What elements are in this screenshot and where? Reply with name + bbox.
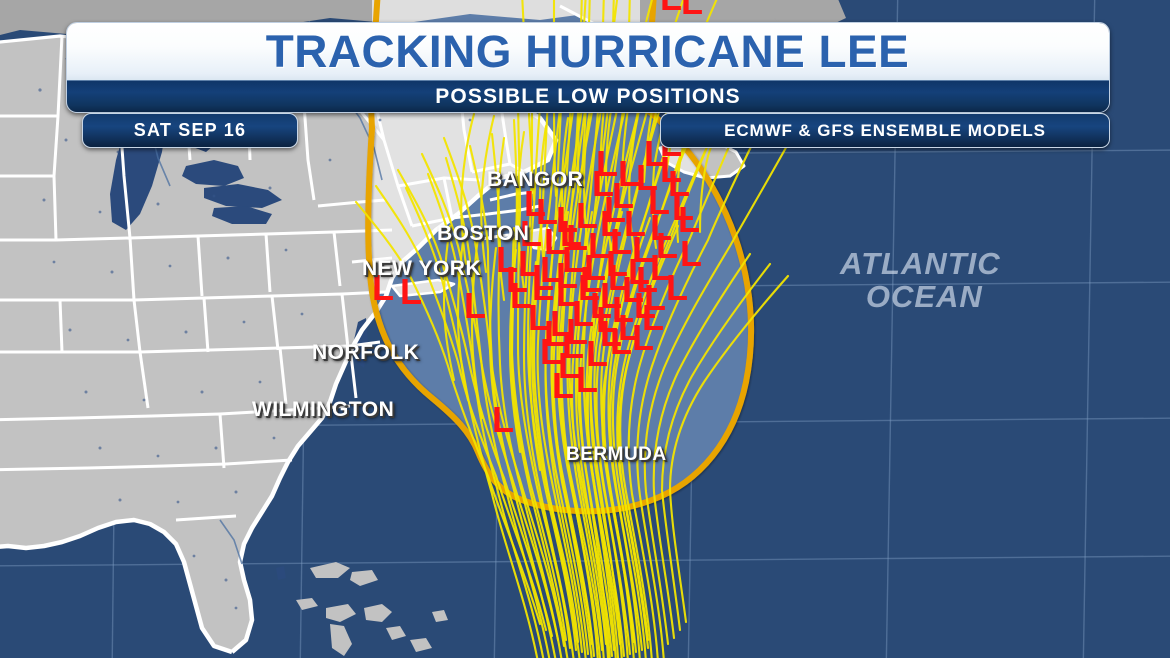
subtitle-band: POSSIBLE LOW POSITIONS xyxy=(67,80,1109,112)
low-marker: L xyxy=(578,267,600,308)
low-marker: L xyxy=(556,199,578,240)
low-marker: L xyxy=(632,229,654,270)
low-marker: L xyxy=(632,317,654,358)
low-marker: L xyxy=(642,297,664,338)
low-marker: L xyxy=(622,269,644,310)
low-marker: L xyxy=(592,163,614,204)
city-label-norfolk: NORFOLK xyxy=(312,341,420,364)
low-marker: L xyxy=(400,271,422,312)
low-marker: L xyxy=(556,255,578,296)
low-marker: L xyxy=(636,259,658,300)
low-marker: L xyxy=(518,243,540,284)
low-marker: L xyxy=(648,181,670,222)
low-marker: L xyxy=(528,297,550,338)
low-marker: L xyxy=(510,275,532,316)
low-marker: L xyxy=(634,285,656,326)
low-marker: L xyxy=(576,195,598,236)
low-marker: L xyxy=(562,239,584,280)
low-marker: L xyxy=(550,303,572,344)
low-marker: L xyxy=(624,203,646,244)
low-marker: L xyxy=(560,213,582,254)
title-panel: TRACKING HURRICANE LEE POSSIBLE LOW POSI… xyxy=(66,22,1110,113)
low-marker: L xyxy=(604,189,626,230)
low-marker: L xyxy=(628,251,650,292)
low-marker: L xyxy=(520,213,542,254)
low-marker: L xyxy=(562,325,584,366)
city-label-boston: BOSTON xyxy=(437,222,530,245)
low-marker-group: L L L L L L L L L L L L L L L L L L L L … xyxy=(372,0,703,440)
low-marker: L xyxy=(584,247,606,288)
low-marker: L xyxy=(656,225,678,266)
city-label-bermuda: BERMUDA xyxy=(566,444,667,465)
low-marker: L xyxy=(544,313,566,354)
low-marker: L xyxy=(572,293,594,334)
low-marker: L xyxy=(610,221,632,262)
low-marker: L xyxy=(586,333,608,374)
low-marker: L xyxy=(536,191,558,232)
date-banner: SAT SEP 16 xyxy=(82,113,298,148)
low-marker: L xyxy=(590,285,612,326)
low-marker: L xyxy=(678,199,700,240)
low-marker: L xyxy=(524,183,546,224)
low-marker: L xyxy=(600,275,622,316)
city-label-wilmington: WILMINGTON xyxy=(252,398,395,421)
low-marker: L xyxy=(532,267,554,308)
low-marker: L xyxy=(636,157,658,198)
low-marker: L xyxy=(672,187,694,228)
low-marker: L xyxy=(540,331,562,372)
low-marker: L xyxy=(610,321,632,362)
models-label: ECMWF & GFS ENSEMBLE MODELS xyxy=(724,120,1046,140)
low-marker: L xyxy=(558,345,580,386)
low-marker: L xyxy=(540,249,562,290)
low-marker: L xyxy=(618,153,640,194)
low-marker: L xyxy=(588,225,610,266)
city-label-new-york: NEW YORK xyxy=(362,257,482,280)
low-marker: L xyxy=(606,243,628,284)
page-subtitle: POSSIBLE LOW POSITIONS xyxy=(435,85,741,108)
low-marker: L xyxy=(506,259,528,300)
low-marker: L xyxy=(668,163,690,204)
low-marker: L xyxy=(680,233,702,274)
low-marker: L xyxy=(612,289,634,330)
page-title: TRACKING HURRICANE LEE xyxy=(266,26,910,77)
low-marker: L xyxy=(532,257,554,298)
low-marker: L xyxy=(650,247,672,288)
low-marker: L xyxy=(372,267,394,308)
low-marker: L xyxy=(464,285,486,326)
low-marker: L xyxy=(612,175,634,216)
low-marker: L xyxy=(566,311,588,352)
low-marker: L xyxy=(552,365,574,406)
low-marker: L xyxy=(660,149,682,190)
low-marker: L xyxy=(600,203,622,244)
low-marker: L xyxy=(618,307,640,348)
bahamas xyxy=(296,562,448,656)
low-marker: L xyxy=(492,399,514,440)
date-label: SAT SEP 16 xyxy=(133,120,247,140)
low-marker: L xyxy=(650,207,672,248)
low-marker: L xyxy=(608,257,630,298)
city-label-bangor: BANGOR xyxy=(487,168,584,191)
low-marker: L xyxy=(576,359,598,400)
low-marker: L xyxy=(666,267,688,308)
low-marker: L xyxy=(644,277,666,318)
low-marker: L xyxy=(580,259,602,300)
low-marker: L xyxy=(566,217,588,258)
low-marker: L xyxy=(660,0,682,18)
low-marker: L xyxy=(600,313,622,354)
low-marker: L xyxy=(556,273,578,314)
low-marker: L xyxy=(596,143,618,184)
low-marker: L xyxy=(596,299,618,340)
low-marker: L xyxy=(496,239,518,280)
models-banner: ECMWF & GFS ENSEMBLE MODELS xyxy=(660,113,1110,148)
low-marker: L xyxy=(544,221,566,262)
title-band: TRACKING HURRICANE LEE xyxy=(67,23,1109,80)
low-marker: L xyxy=(681,0,703,22)
